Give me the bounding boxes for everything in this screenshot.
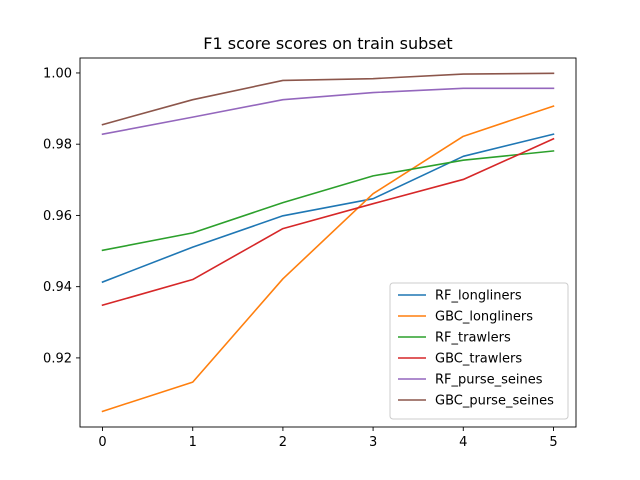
x-tick-label: 4 (459, 435, 467, 450)
axes-layer: 0 1 2 3 4 5 0.92 0.94 0.96 0.98 1.00 (43, 57, 577, 450)
series-line-rf-longliners (101, 133, 555, 284)
series-layer (101, 72, 555, 413)
series-line-rf-trawlers (101, 150, 555, 252)
legend-label-rf-longliners: RF_longliners (435, 289, 522, 304)
series-line-gbc-purse-seines (101, 72, 555, 126)
legend: RF_longliners GBC_longliners RF_trawlers GB… (389, 282, 569, 420)
legend-label-gbc-longliners: GBC_longliners (435, 310, 533, 325)
series-line-rf-purse-seines (101, 87, 555, 136)
y-tick-label: 0.94 (43, 280, 72, 295)
x-tick-label: 1 (189, 435, 197, 450)
y-tick-label: 0.96 (43, 209, 72, 224)
series-line-gbc-trawlers (101, 137, 555, 307)
legend-label-gbc-trawlers: GBC_trawlers (435, 352, 522, 367)
axes-frame (79, 57, 577, 428)
legend-box (389, 282, 569, 420)
legend-label-gbc-purse-seines: GBC_purse_seines (435, 394, 554, 409)
chart-title: F1 score scores on train subset (203, 34, 452, 53)
legend-label-rf-purse-seines: RF_purse_seines (435, 373, 543, 388)
x-tick-label: 3 (369, 435, 377, 450)
series-line-gbc-longliners (101, 105, 555, 413)
x-tick-label: 0 (98, 435, 106, 450)
y-tick-label: 0.98 (43, 138, 72, 153)
x-tick-label: 2 (279, 435, 287, 450)
x-tick-label: 5 (549, 435, 557, 450)
legend-label-rf-trawlers: RF_trawlers (435, 331, 511, 346)
y-tick-label: 1.00 (43, 66, 72, 81)
y-tick-label: 0.92 (43, 351, 72, 366)
